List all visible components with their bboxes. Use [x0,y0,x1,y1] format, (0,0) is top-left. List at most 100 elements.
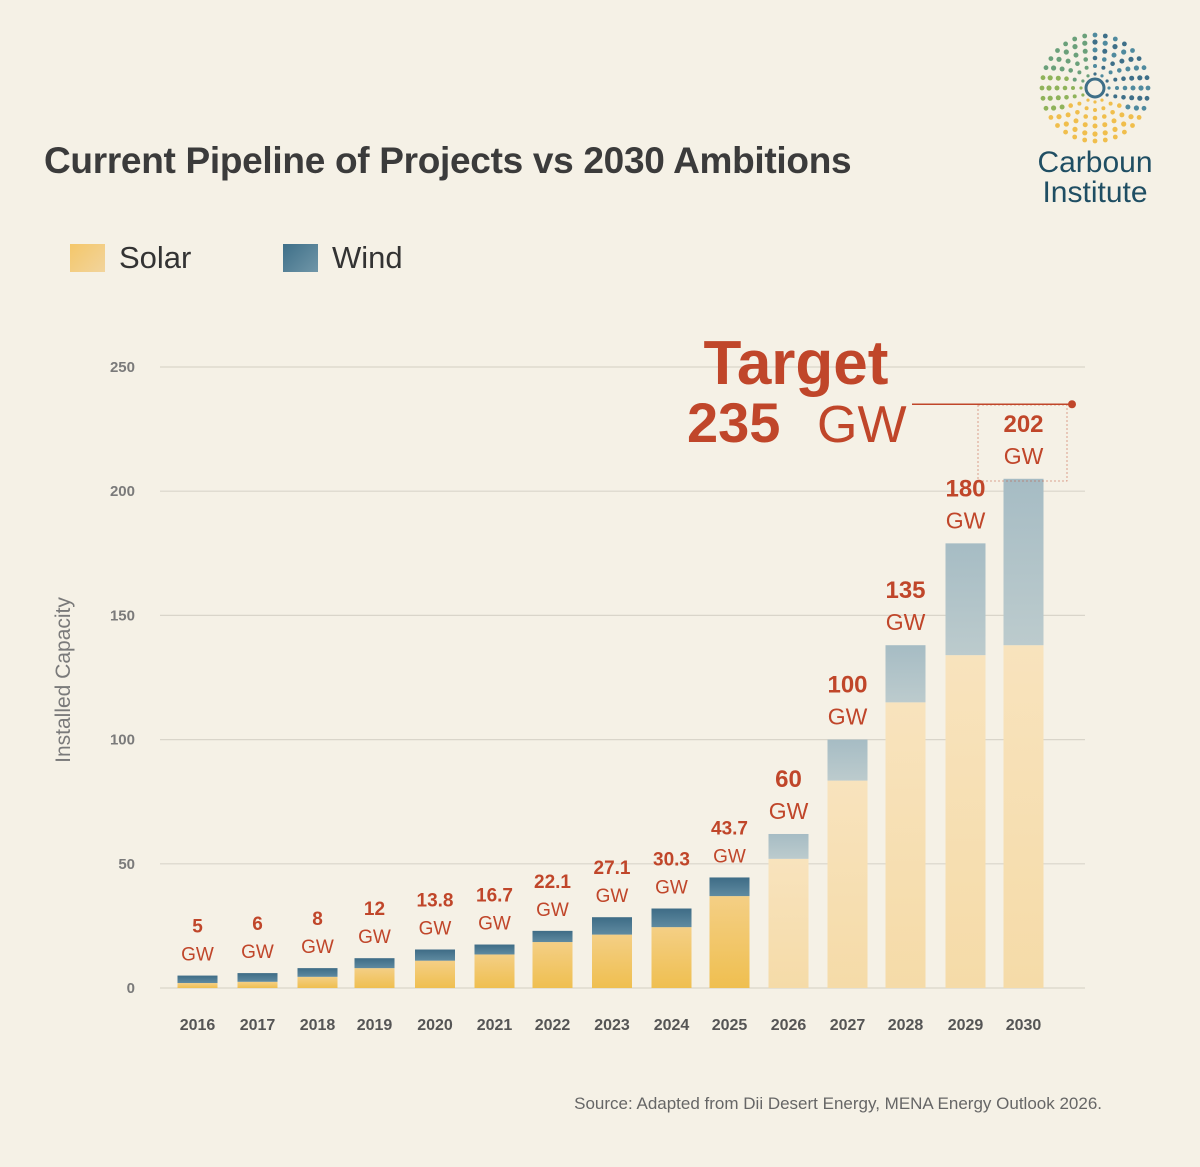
legend-swatch-wind [283,244,318,272]
logo-dot [1136,115,1142,120]
logo-dot [1040,75,1046,81]
logo-dot [1051,65,1057,71]
bar-solar-2028 [885,702,926,988]
data-label-value: 202 [1003,411,1043,438]
logo-dot [1112,134,1118,140]
data-label-unit: GW [769,798,809,824]
logo-dot [1063,49,1069,55]
data-label-unit: GW [181,945,214,966]
bar-wind-2028 [885,645,926,703]
data-label-value: 12 [364,899,385,920]
bar-wind-2018 [297,968,338,977]
logo-dot [1145,85,1151,91]
y-axis-label: Installed Capacity [52,597,75,763]
bar-solar-2022 [532,942,573,988]
logo-dot [1068,68,1073,73]
logo-dot [1082,130,1088,136]
logo-dot [1121,49,1127,55]
logo-dot [1048,56,1054,61]
logo-dot [1083,57,1088,62]
logo-dot [1117,103,1122,108]
logo-dot [1111,118,1117,124]
logo-dot [1092,47,1098,53]
logo-dot [1073,52,1079,58]
logo-dot [1138,85,1144,91]
logo-dot [1136,56,1142,61]
logo-dot [1119,112,1125,118]
logo-dot [1092,55,1098,61]
data-label-unit: GW [655,878,688,899]
x-tick-label: 2020 [417,1017,453,1034]
logo-dot [1072,126,1078,132]
logo-dot [1108,70,1113,75]
target-value: 235 [687,391,780,454]
y-tick-label: 200 [110,483,135,500]
logo-dot [1102,40,1108,46]
bar-wind-2020 [415,949,455,961]
logo-dot [1093,64,1097,68]
logo-dot [1115,86,1119,90]
bar-wind-2023 [592,917,632,935]
logo-dot [1102,137,1108,143]
logo-dot [1055,95,1061,101]
data-label-value: 5 [192,917,203,938]
logo-dot [1082,137,1088,143]
bar-solar-2024 [651,927,692,988]
logo-wordmark: Carboun Institute [1030,148,1160,208]
data-label-value: 100 [827,672,867,699]
logo-dot [1082,48,1088,54]
chart-title: Current Pipeline of Projects vs 2030 Amb… [44,140,852,181]
logo-dot [1102,122,1108,128]
logo-dot [1043,65,1049,71]
carboun-logo: Carboun Institute [1030,30,1165,215]
logo-dot [1084,106,1089,111]
x-tick-label: 2022 [535,1017,571,1034]
logo-dot [1112,36,1118,42]
logo-dot [1129,95,1135,101]
logo-dot [1121,95,1126,100]
logo-dot [1081,79,1085,83]
logo-dot [1072,134,1078,140]
logo-dot [1059,66,1065,72]
bar-wind-2019 [354,958,395,969]
bar-solar-2027 [827,780,868,988]
x-tick-label: 2017 [240,1017,276,1034]
logo-line-1: Carboun [1037,146,1153,179]
logo-dot [1048,115,1054,120]
data-label-unit: GW [301,937,334,958]
logo-dot [1092,115,1098,121]
bar-solar-2029 [945,655,986,988]
bar-solar-2017 [237,981,278,988]
logo-dot [1064,76,1069,81]
data-label-value: 135 [885,577,925,604]
logo-dot [1112,126,1118,132]
logo-dot [1086,98,1090,102]
logo-dot [1102,57,1107,62]
logo-dot [1121,121,1127,127]
logo-dot [1082,40,1088,46]
logo-dot [1101,106,1106,111]
logo-dot [1130,85,1136,91]
logo-dot [1063,121,1069,127]
y-tick-label: 100 [110,732,135,749]
legend-item-wind: Wind [283,240,403,276]
bar-solar-2021 [474,954,515,988]
logo-dot [1122,85,1128,91]
logo-dot [1113,94,1118,99]
logo-dot [1117,68,1122,73]
data-label-unit: GW [713,846,746,867]
logo-dot [1137,95,1143,101]
logo-dot [1125,104,1131,110]
logo-dot [1130,123,1135,128]
bar-solar-2023 [592,934,632,988]
x-tick-label: 2018 [300,1017,336,1034]
logo-dot [1072,94,1077,99]
logo-dot [1039,85,1045,91]
sunburst-logo-icon [1039,32,1151,144]
x-tick-label: 2021 [477,1017,513,1034]
bar-wind-2029 [945,543,986,656]
logo-dot [1102,48,1108,54]
logo-dot [1046,85,1052,91]
data-label-value: 27.1 [594,858,631,879]
